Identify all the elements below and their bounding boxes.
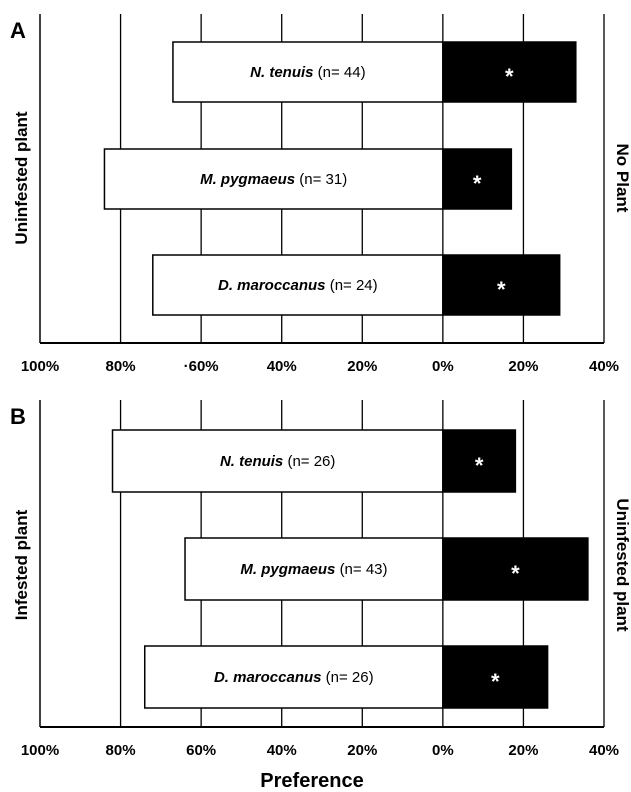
species-name: N. tenuis (250, 64, 318, 81)
x-tick-label: 20% (347, 742, 377, 759)
bar-label: M. pygmaeus (n= 43) (240, 561, 387, 578)
x-tick-label: 80% (106, 358, 136, 375)
right-side-label: Uninfested plant (613, 498, 631, 632)
bar-label: D. maroccanus (n= 26) (214, 669, 374, 686)
x-tick-label: 40% (267, 742, 297, 759)
x-tick-label: ·60% (184, 358, 219, 375)
bar-right-2 (442, 645, 549, 709)
bar-right-1 (442, 148, 513, 210)
panel-B: 100% 80% 60% 40% 20% 0% 20% 40% N. tenuis (n= 26… (10, 400, 631, 792)
x-tick-label: 60% (186, 742, 216, 759)
x-tick-label: 100% (21, 358, 59, 375)
x-tick-label: 20% (347, 358, 377, 375)
bar-label: N. tenuis (n= 44) (250, 64, 365, 81)
sample-size: (n= 26) (326, 669, 374, 686)
bar-label: N. tenuis (n= 26) (220, 453, 335, 470)
sample-size: (n= 31) (299, 171, 347, 188)
bar-left-1 (103, 148, 444, 210)
significance-star: * (497, 277, 506, 302)
sample-size: (n= 26) (287, 453, 335, 470)
species-name: D. maroccanus (218, 277, 330, 294)
right-side-label: No Plant (613, 144, 631, 213)
bar-right-2 (442, 254, 561, 316)
bar-label: M. pygmaeus (n= 31) (200, 171, 347, 188)
significance-star: * (475, 453, 484, 478)
bar-left-2 (152, 254, 444, 316)
x-tick-label: 40% (589, 742, 619, 759)
x-tick-label: 40% (267, 358, 297, 375)
x-tick-label: 20% (508, 358, 538, 375)
significance-star: * (511, 561, 520, 586)
x-tick-label: 40% (589, 358, 619, 375)
panel-letter: A (10, 18, 26, 43)
bar-right-0 (442, 41, 577, 103)
sample-size: (n= 43) (340, 561, 388, 578)
left-side-label: Uninfested plant (12, 111, 31, 245)
species-name: N. tenuis (220, 453, 288, 470)
x-tick-label: 100% (21, 742, 59, 759)
x-tick-label: 80% (106, 742, 136, 759)
species-name: M. pygmaeus (240, 561, 339, 578)
bar-right-1 (442, 537, 589, 601)
panel-A: 100% 80% ·60% 40% 20% 0% 20% 40% N. tenuis (n= 4… (10, 14, 631, 375)
species-name: D. maroccanus (214, 669, 326, 686)
panel-letter: B (10, 404, 26, 429)
x-tick-label: 0% (432, 742, 454, 759)
sample-size: (n= 44) (318, 64, 366, 81)
sample-size: (n= 24) (330, 277, 378, 294)
significance-star: * (491, 669, 500, 694)
bar-right-0 (442, 429, 517, 493)
significance-star: * (505, 64, 514, 89)
significance-star: * (473, 171, 482, 196)
x-axis-label: Preference (260, 770, 363, 792)
left-side-label: Infested plant (12, 509, 31, 620)
bar-label: D. maroccanus (n= 24) (218, 277, 378, 294)
x-tick-label: 0% (432, 358, 454, 375)
species-name: M. pygmaeus (200, 171, 299, 188)
x-tick-label: 20% (508, 742, 538, 759)
